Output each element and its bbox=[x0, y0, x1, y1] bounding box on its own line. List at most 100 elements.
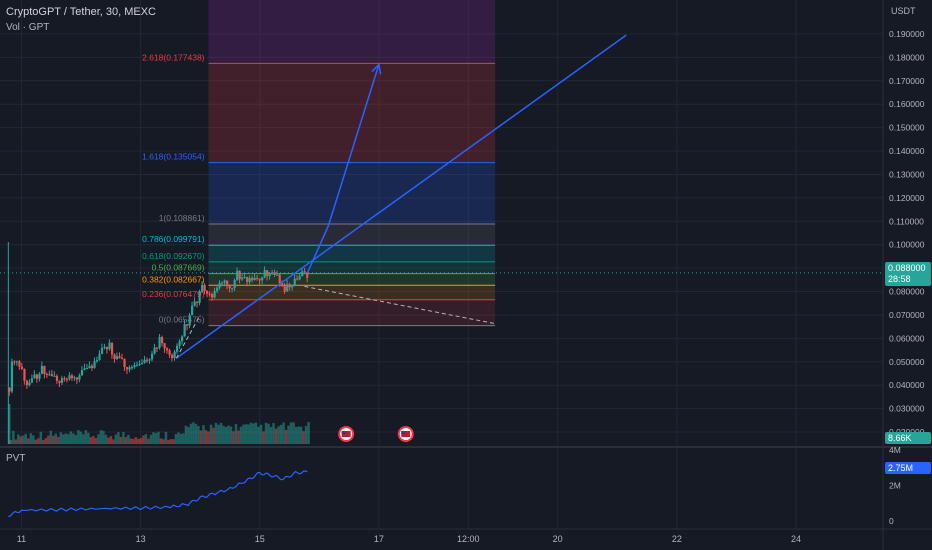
candle-body bbox=[48, 374, 51, 376]
symbol-title[interactable]: CryptoGPT / Tether, 30, MEXC bbox=[6, 6, 156, 18]
candle-body bbox=[273, 272, 276, 276]
candle-body bbox=[20, 366, 24, 370]
volume-bar bbox=[234, 423, 238, 444]
volume-bar bbox=[124, 437, 128, 444]
volume-bar bbox=[132, 438, 135, 444]
fib-band bbox=[208, 162, 496, 224]
volume-bar bbox=[144, 434, 148, 444]
candle-body bbox=[115, 356, 119, 360]
ascending-support-trendline bbox=[175, 34, 627, 359]
us-flag-icon bbox=[397, 426, 414, 442]
fib-band bbox=[208, 0, 496, 64]
volume-bar bbox=[134, 436, 138, 444]
volume-bar bbox=[82, 434, 85, 444]
us-flag-icon bbox=[338, 426, 355, 442]
volume-bar bbox=[72, 433, 75, 444]
fib-level-label: 2.618(0.177438) bbox=[142, 52, 205, 62]
flag-stripes bbox=[341, 431, 351, 437]
price-tick-label: 0.050000 bbox=[889, 357, 925, 367]
candle-body bbox=[243, 277, 246, 279]
candle-body bbox=[186, 324, 189, 326]
candle-body bbox=[231, 288, 234, 290]
volume-bar bbox=[274, 428, 278, 444]
time-tick-label: 22 bbox=[672, 534, 682, 544]
fib-level-label: 0.236(0.076479) bbox=[142, 289, 205, 299]
volume-bar bbox=[152, 432, 155, 444]
candle-body bbox=[258, 278, 261, 281]
volume-bar bbox=[287, 425, 290, 444]
candle-body bbox=[80, 369, 84, 376]
volume-bar bbox=[279, 424, 283, 444]
candle-body bbox=[253, 277, 256, 281]
volume-bar bbox=[64, 433, 68, 444]
candle-body bbox=[125, 367, 129, 370]
candle-body bbox=[188, 315, 191, 326]
candle-body bbox=[90, 365, 94, 369]
candle-body bbox=[78, 375, 81, 380]
volume-bar bbox=[257, 426, 260, 444]
volume-bar bbox=[104, 434, 108, 444]
candle-body bbox=[288, 284, 291, 288]
volume-bar bbox=[282, 422, 285, 444]
volume-bar bbox=[172, 439, 175, 444]
volume-bar bbox=[57, 436, 60, 444]
price-tick-label: 0.070000 bbox=[889, 310, 925, 320]
candle-body bbox=[216, 287, 219, 292]
last-price-tag: 0.088000 28:58 bbox=[885, 262, 931, 286]
volume-bar bbox=[239, 426, 243, 444]
fib-band bbox=[208, 273, 496, 286]
volume-bar bbox=[302, 431, 305, 444]
candle-body bbox=[228, 284, 231, 289]
candle-body bbox=[183, 324, 186, 337]
volume-bar bbox=[102, 430, 105, 444]
pvt-line bbox=[8, 470, 308, 517]
pvt-value-tag: 2.75M bbox=[885, 462, 931, 474]
fib-band bbox=[208, 285, 496, 300]
volume-tick-label: 4M bbox=[889, 445, 901, 455]
candle-body bbox=[286, 284, 289, 292]
volume-bar bbox=[27, 438, 30, 444]
volume-indicator-label[interactable]: Vol · GPT bbox=[6, 22, 50, 33]
candle-body bbox=[278, 274, 281, 284]
candle-body bbox=[246, 277, 249, 283]
fibonacci-extension: 0(0.065475) 0.236(0.076479) 0.382(0.082667… bbox=[142, 0, 496, 327]
candle-body bbox=[113, 354, 116, 360]
price-tick-label: 0.110000 bbox=[889, 216, 924, 226]
volume-bar bbox=[24, 433, 28, 444]
candle-body bbox=[88, 365, 91, 369]
candle-body bbox=[128, 367, 131, 370]
candle-body bbox=[170, 354, 174, 359]
candle-body bbox=[18, 361, 21, 367]
candle-body bbox=[43, 365, 46, 375]
price-tick-label: 0.030000 bbox=[889, 404, 925, 414]
candle-body bbox=[23, 369, 26, 381]
time-tick-label: 17 bbox=[374, 534, 384, 544]
candle-body bbox=[130, 367, 134, 369]
volume-bar bbox=[292, 422, 295, 444]
pvt-indicator-label[interactable]: PVT bbox=[6, 453, 26, 464]
volume-bar bbox=[139, 438, 143, 444]
candle-body bbox=[283, 285, 286, 292]
volume-bar bbox=[74, 434, 78, 444]
volume-bar bbox=[169, 439, 173, 444]
volume-bar bbox=[199, 430, 203, 444]
candle-body bbox=[135, 364, 139, 366]
volume-bar bbox=[89, 437, 93, 444]
candle-body bbox=[236, 270, 239, 280]
candle-body bbox=[201, 284, 204, 292]
descending-dashed-line bbox=[304, 285, 496, 325]
price-tick-label: 0.170000 bbox=[889, 76, 925, 86]
candle-body bbox=[158, 337, 161, 348]
candle-body bbox=[105, 346, 109, 350]
candle-body bbox=[8, 387, 11, 392]
volume-bar bbox=[69, 431, 73, 444]
candle-body bbox=[140, 362, 144, 364]
candle-body bbox=[58, 380, 61, 383]
volume-bar bbox=[247, 424, 250, 444]
price-tick-label: 0.180000 bbox=[889, 52, 925, 62]
candle-body bbox=[181, 336, 184, 342]
volume-bar bbox=[252, 423, 255, 444]
time-axis: 11 13 15 17 12:00 20 22 24 bbox=[17, 534, 801, 544]
fib-band bbox=[208, 261, 496, 274]
